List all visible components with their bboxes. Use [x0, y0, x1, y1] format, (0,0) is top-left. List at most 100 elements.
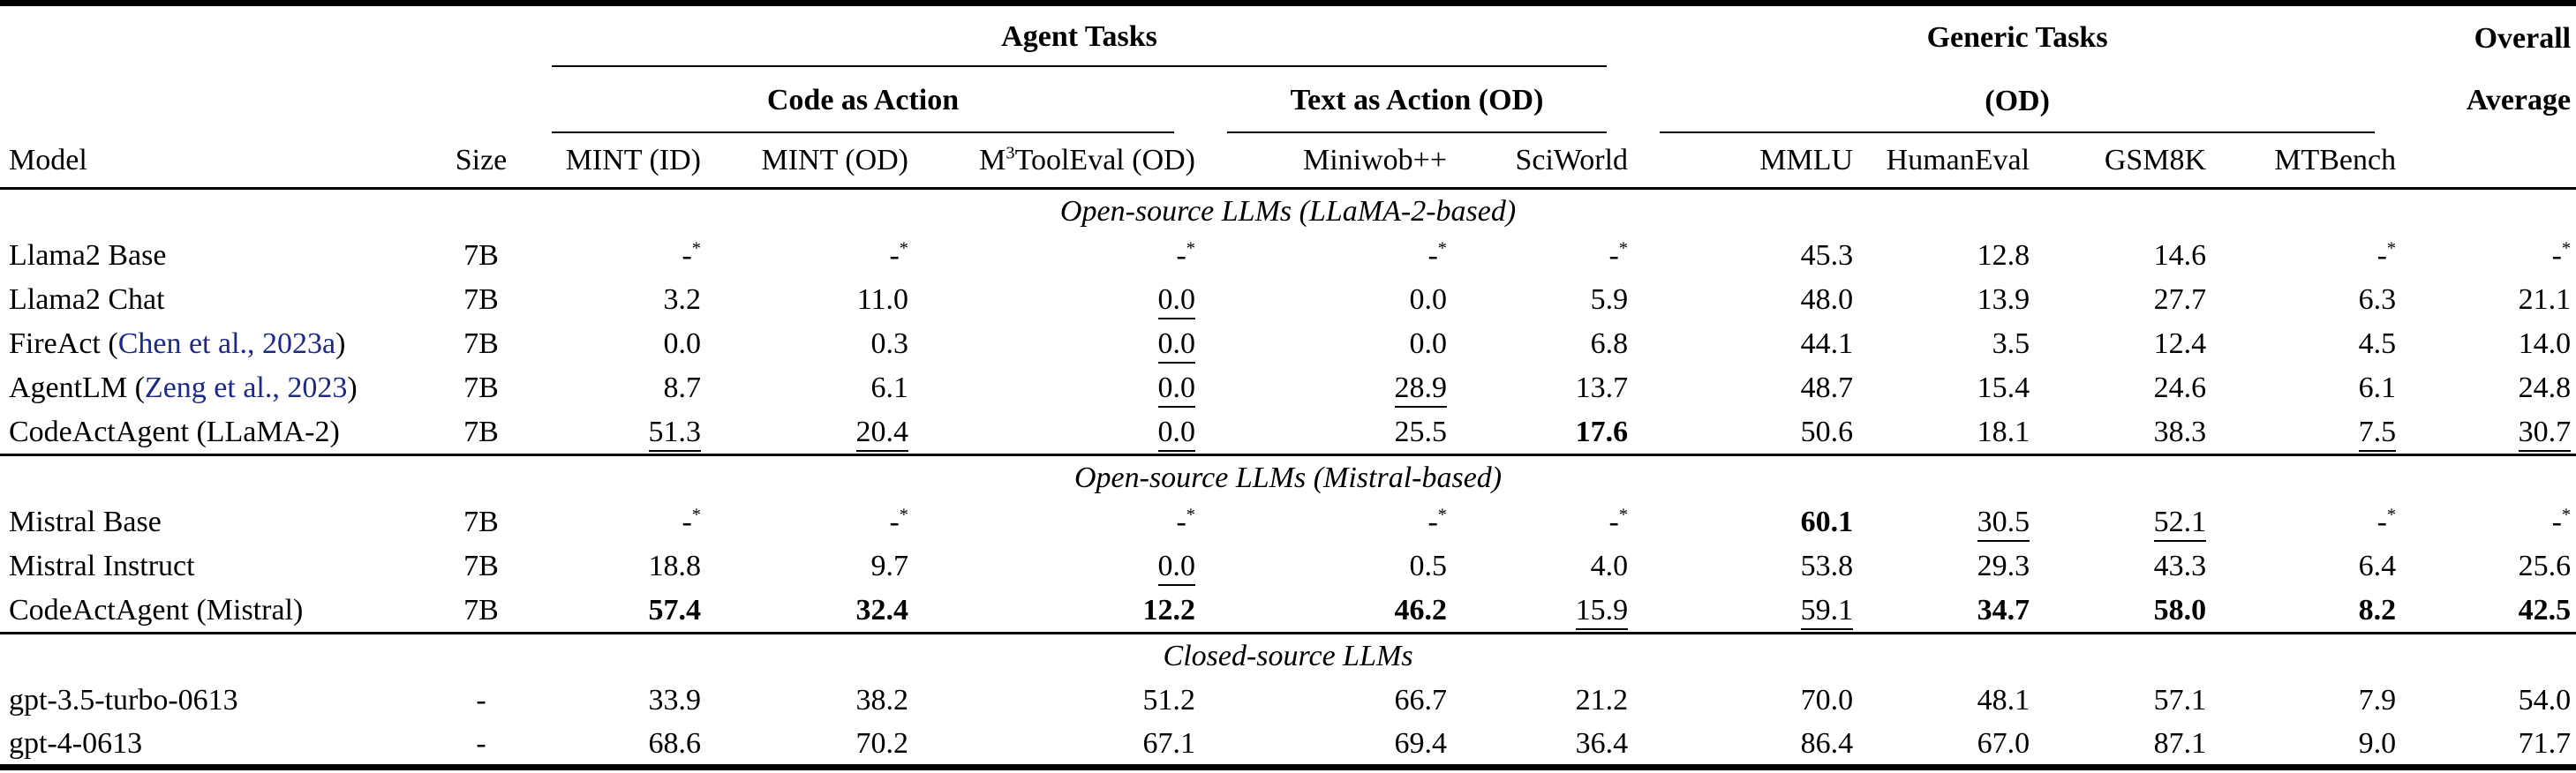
citation-link[interactable]: Chen et al., 2023a: [117, 327, 336, 361]
metric-value: 15.9: [1452, 589, 1634, 634]
metric-value: 52.1: [2035, 500, 2211, 544]
metric-value: 9.0: [2358, 726, 2397, 760]
metric-value: 9.7: [870, 550, 909, 583]
metric-value: 15.4: [1977, 371, 2030, 405]
section-header: Open-source LLMs (LLaMA-2-based): [1059, 195, 1517, 229]
model-name: FireAct (Chen et al., 2023a): [9, 327, 346, 361]
footnote-marker: *: [899, 505, 908, 525]
metric-value: 27.7: [2153, 283, 2207, 317]
metric-value: -*: [1176, 505, 1195, 539]
model-size: 7B: [463, 239, 499, 273]
metric-value: 29.3: [1977, 550, 2030, 583]
group-header-text-as-action: Text as Action (OD): [1201, 67, 1633, 133]
metric-value: 25.5: [1201, 410, 1452, 456]
metric-value: 57.4: [525, 589, 706, 634]
footnote-marker: *: [2386, 238, 2397, 259]
column-header-size: Size: [437, 133, 525, 190]
metric-value: 6.3: [2358, 283, 2397, 317]
model-name: gpt-3.5-turbo-0613: [9, 684, 238, 717]
section-header: Closed-source LLMs: [1163, 640, 1413, 673]
metric-value: 58.0: [2035, 589, 2212, 634]
footnote-marker: *: [1186, 505, 1195, 525]
metric-value: 0.0: [914, 322, 1201, 366]
table-row: AgentLM (Zeng et al., 2023) 7B 8.7 6.1 0.0 28…: [0, 366, 2576, 410]
metric-value: 48.1: [1977, 684, 2030, 717]
metric-value: 4.5: [2358, 327, 2397, 361]
metric-value: 43.3: [2153, 550, 2207, 583]
metric-value: 12.4: [2153, 327, 2207, 361]
metric-value: -*: [682, 505, 701, 539]
table-row: Mistral Instruct 7B 18.8 9.7 0.0 0.5 4.0 53.8 29…: [0, 544, 2576, 589]
table-row: gpt-4-0613 - 68.6 70.2 67.1 69.4 36.4 86.4 67.0 8…: [0, 723, 2576, 767]
metric-value: 14.6: [2153, 239, 2207, 273]
metric-value: 20.4: [706, 410, 914, 456]
footnote-marker: *: [2561, 238, 2572, 259]
metric-value: 3.5: [1992, 327, 2030, 361]
metric-value: -*: [2551, 505, 2572, 539]
footnote-marker: *: [1437, 238, 1447, 259]
metric-value: 32.4: [706, 589, 914, 634]
model-name: gpt-4-0613: [9, 726, 143, 760]
generic-tasks-line2: (OD): [1985, 85, 2050, 117]
metric-value: -*: [1176, 238, 1195, 273]
metric-value: 38.2: [855, 684, 909, 717]
metric-value: 87.1: [2153, 726, 2207, 760]
metric-value: 6.1: [2358, 371, 2397, 405]
column-header-m3tooleval: M3ToolEval (OD): [914, 133, 1201, 190]
metric-value: 6.8: [1590, 327, 1629, 361]
model-size: 7B: [463, 327, 499, 361]
table-body: Open-source LLMs (LLaMA-2-based) Llama2 B…: [0, 188, 2576, 767]
metric-value: 0.0: [914, 366, 1201, 410]
model-name: AgentLM (Zeng et al., 2023): [9, 371, 358, 405]
table-row: CodeActAgent (LLaMA-2) 7B 51.3 20.4 0.0 25.5 1…: [0, 410, 2576, 456]
column-header-mint-id: MINT (ID): [525, 133, 706, 190]
metric-value: 12.8: [1977, 239, 2030, 273]
metric-value: 18.1: [1858, 410, 2036, 456]
generic-tasks-line1: Generic Tasks: [1926, 21, 2108, 54]
group-header-code-as-action: Code as Action: [525, 67, 1201, 133]
model-size: -: [476, 726, 486, 760]
model-size: 7B: [437, 589, 525, 634]
model-name: Mistral Instruct: [9, 550, 195, 583]
citation-link[interactable]: Zeng et al., 2023: [144, 371, 348, 405]
metric-value: 34.7: [1858, 589, 2036, 634]
model-size: 7B: [463, 506, 499, 539]
metric-value: 24.6: [2153, 371, 2207, 405]
table-row: Mistral Base 7B -* -* -* -* -* 60.1 30.5 52.1 -* -*: [0, 500, 2576, 544]
metric-value: -*: [1427, 505, 1447, 539]
footnote-marker: *: [691, 505, 701, 525]
metric-value: 17.6: [1452, 410, 1634, 456]
metric-value: 18.8: [648, 550, 702, 583]
metric-value: 71.7: [2518, 726, 2572, 760]
model-size: -: [476, 684, 486, 717]
metric-value: -*: [1608, 505, 1629, 539]
model-size: 7B: [463, 550, 499, 583]
model-size: 7B: [437, 410, 525, 456]
metric-value: 60.1: [1800, 506, 1854, 539]
metric-value: 7.9: [2358, 684, 2397, 717]
section-header: Open-source LLMs (Mistral-based): [1073, 462, 1503, 495]
column-header-miniwob: Miniwob++: [1201, 133, 1452, 190]
metric-value: 12.2: [914, 589, 1201, 634]
metric-value: -*: [2376, 505, 2397, 539]
column-header-model: Model: [0, 133, 437, 190]
metric-value: 44.1: [1800, 327, 1854, 361]
column-header-humaneval: HumanEval: [1858, 133, 2036, 190]
metric-value: 3.2: [663, 283, 702, 317]
metric-value: 6.4: [2358, 550, 2397, 583]
metric-value: 13.9: [1977, 283, 2030, 317]
metric-value: -*: [2376, 238, 2397, 273]
metric-value: 70.0: [1800, 684, 1854, 717]
metric-value: 21.1: [2518, 283, 2572, 317]
column-header-mint-od: MINT (OD): [706, 133, 914, 190]
metric-value: 38.3: [2035, 410, 2212, 456]
metric-value: 24.8: [2518, 371, 2572, 405]
column-header-gsm8k: GSM8K: [2035, 133, 2212, 190]
metric-value: 48.7: [1800, 371, 1854, 405]
table-row: Llama2 Chat 7B 3.2 11.0 0.0 0.0 5.9 48.0 13.9 27.…: [0, 278, 2576, 322]
column-header-sciworld: SciWorld: [1452, 133, 1634, 190]
footnote-marker: *: [2386, 505, 2397, 525]
header-corner: [0, 4, 525, 134]
metric-value: 53.8: [1800, 550, 1854, 583]
